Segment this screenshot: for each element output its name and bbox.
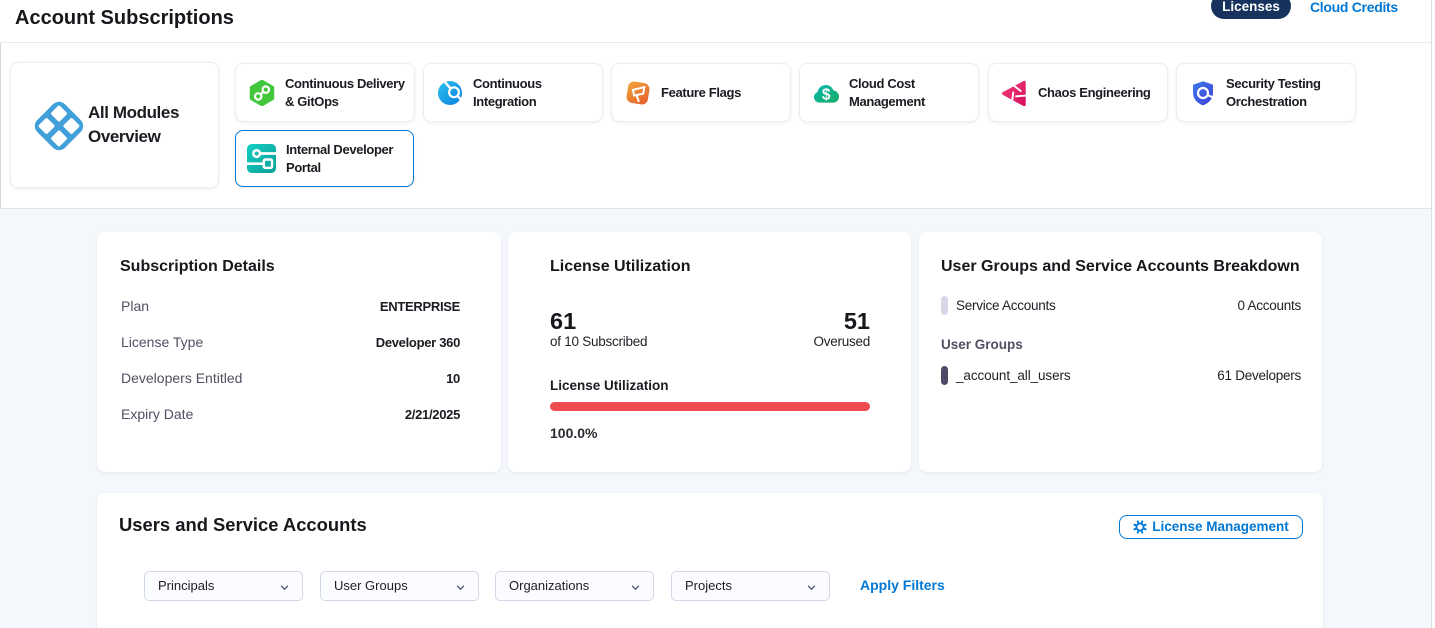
svg-text:$: $ (822, 86, 831, 103)
